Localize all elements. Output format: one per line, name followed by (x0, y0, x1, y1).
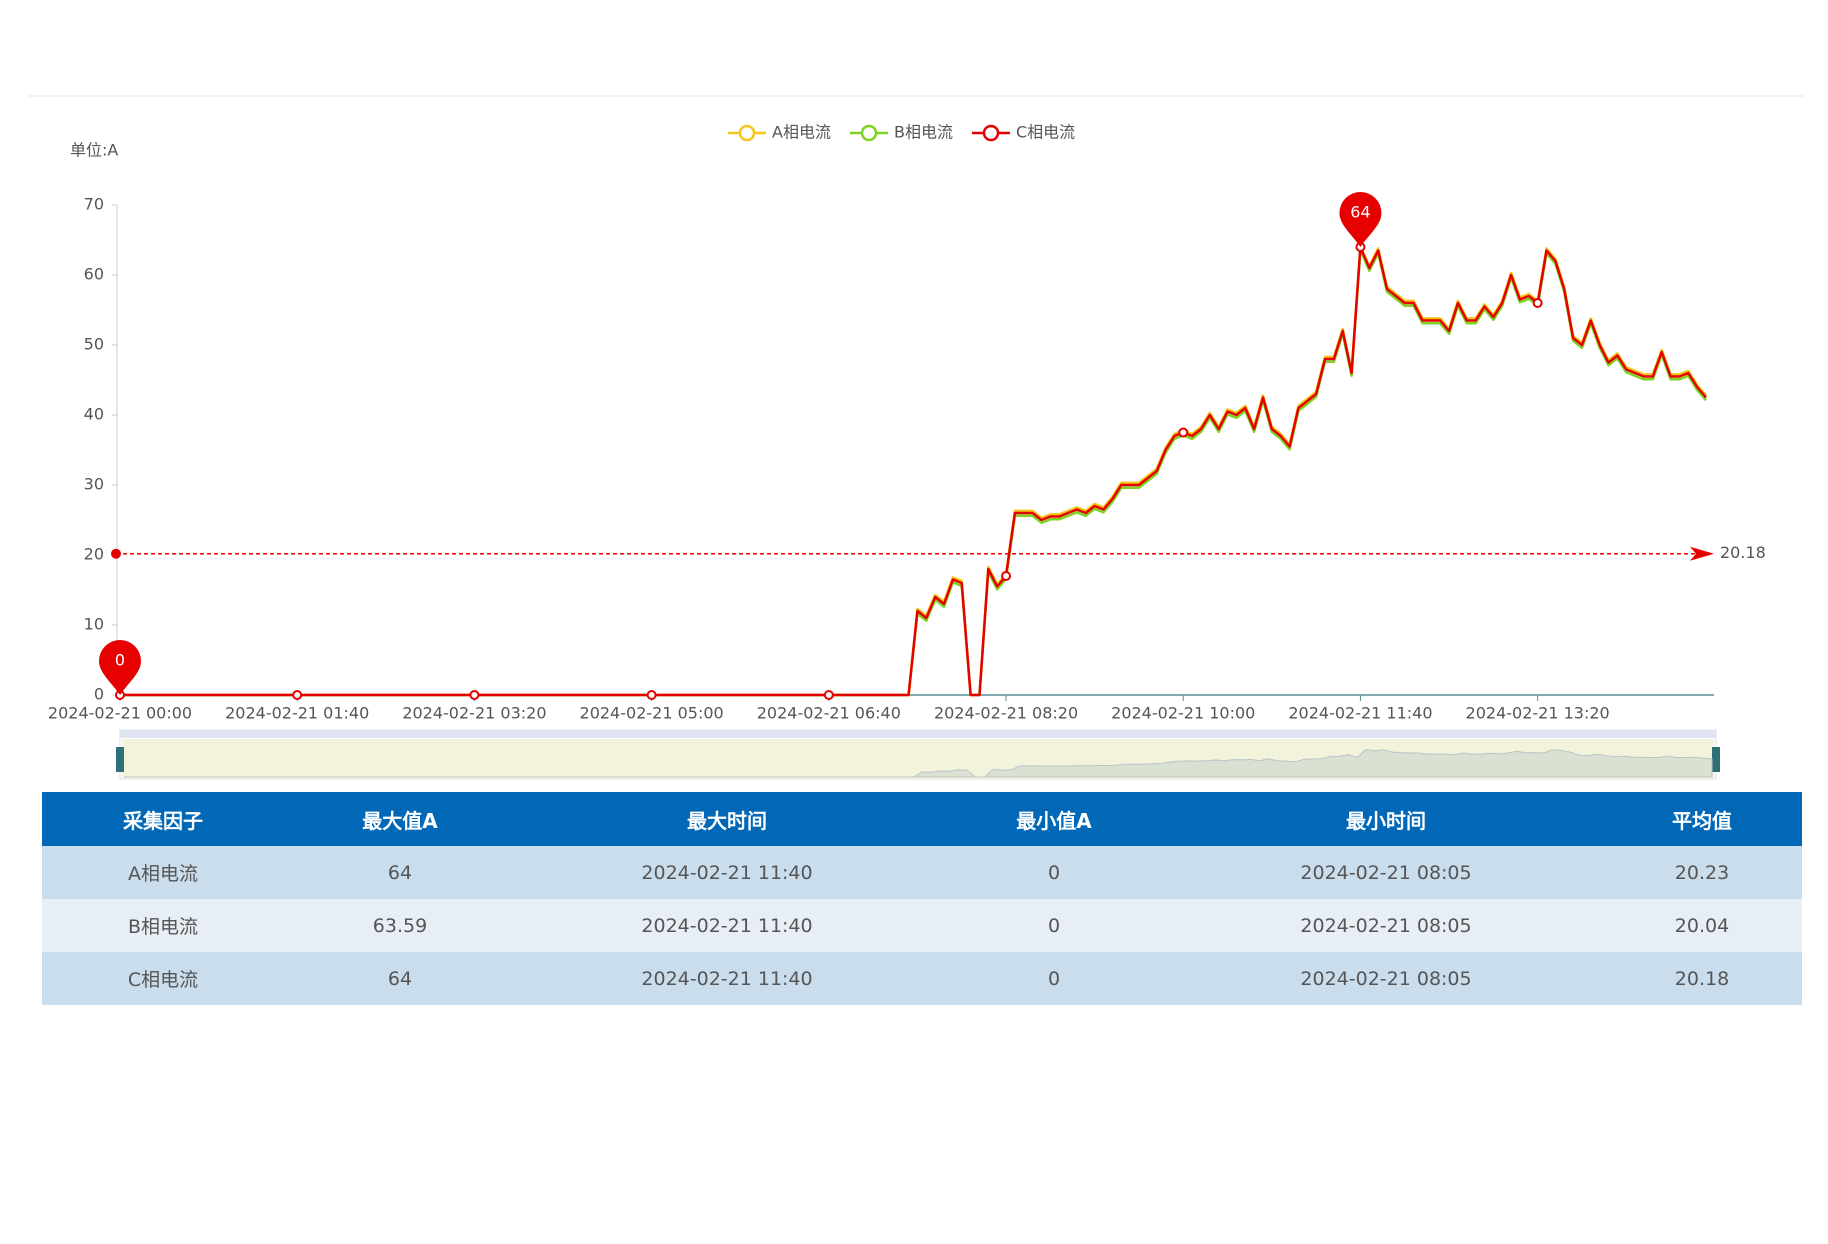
legend-symbol (982, 124, 1000, 142)
table-row: C相电流 64 2024-02-21 11:40 0 2024-02-21 08:05 2… (42, 952, 1802, 1005)
cell: 20.04 (1602, 899, 1802, 952)
average-label: 20.18 (1720, 543, 1766, 562)
cell: 2024-02-21 11:40 (516, 899, 938, 952)
header-cell: 最小时间 (1170, 792, 1602, 846)
legend-symbol (738, 124, 756, 142)
header-cell: 最大值A (284, 792, 516, 846)
point (646, 690, 657, 700)
cell: 20.18 (1602, 952, 1802, 1005)
slider-handle[interactable] (116, 747, 124, 772)
series-line (120, 248, 1707, 697)
x-tick-label: 2024-02-21 11:40 (1288, 704, 1432, 723)
x-tick-label: 2024-02-21 13:20 (1466, 704, 1610, 723)
slider-top (120, 730, 1716, 738)
y-tick-label: 70 (84, 195, 104, 214)
table-header: 采集因子 最大值A 最大时间 最小值A 最小时间 平均值 (42, 792, 1802, 846)
cell: B相电流 (42, 899, 284, 952)
cell: 20.23 (1602, 846, 1802, 899)
point (823, 690, 834, 700)
header-cell: 最小值A (938, 792, 1170, 846)
y-tick-label: 30 (84, 475, 104, 494)
y-tick-label: 0 (94, 685, 104, 704)
y-tick-label: 20 (84, 545, 104, 564)
x-tick-label: 2024-02-21 01:40 (225, 704, 369, 723)
cell: 2024-02-21 08:05 (1170, 846, 1602, 899)
x-tick-label: 2024-02-21 03:20 (402, 704, 546, 723)
cell: 2024-02-21 08:05 (1170, 952, 1602, 1005)
legend-item[interactable]: C相电流 (972, 123, 1075, 142)
x-tick-label: 2024-02-21 10:00 (1111, 704, 1255, 723)
slider-shadow (124, 749, 1713, 778)
average-arrow (1690, 546, 1714, 561)
point (469, 690, 480, 700)
x-tick-label: 2024-02-21 06:40 (757, 704, 901, 723)
legend-item[interactable]: B相电流 (850, 123, 953, 142)
y-tick-label: 40 (84, 405, 104, 424)
legend-symbol (860, 124, 878, 142)
legend-label: A相电流 (772, 123, 831, 142)
header-cell: 采集因子 (42, 792, 284, 846)
stats-table: 采集因子 最大值A 最大时间 最小值A 最小时间 平均值 A相电流 64 2024-02-21… (42, 792, 1802, 1005)
average-start (111, 548, 121, 559)
cell: 64 (284, 952, 516, 1005)
cell: 2024-02-21 11:40 (516, 952, 938, 1005)
point (1178, 427, 1189, 438)
cell: 0 (938, 899, 1170, 952)
x-tick-label: 2024-02-21 00:00 (48, 704, 192, 723)
cell: 0 (938, 952, 1170, 1005)
x-tick-label: 2024-02-21 05:00 (580, 704, 724, 723)
pin-label: 64 (1350, 203, 1370, 222)
header-cell: 最大时间 (516, 792, 938, 846)
pin-label: 0 (115, 651, 125, 670)
chart: 单位:A 0 10 20 30 40 50 60 70 2024-02-21 00:00 2024… (28, 95, 1804, 780)
point (292, 690, 303, 700)
point (1001, 571, 1012, 581)
table-row: B相电流 63.59 2024-02-21 11:40 0 2024-02-21 08:… (42, 899, 1802, 952)
x-tick-label: 2024-02-21 08:20 (934, 704, 1078, 723)
point (1532, 298, 1543, 308)
header-cell: 平均值 (1602, 792, 1802, 846)
cell: 2024-02-21 08:05 (1170, 899, 1602, 952)
pin-max (1339, 192, 1382, 247)
slider-handle[interactable] (1712, 747, 1720, 772)
cell: 0 (938, 846, 1170, 899)
legend-item[interactable]: A相电流 (728, 123, 831, 142)
y-tick-label: 10 (84, 615, 104, 634)
cell: 64 (284, 846, 516, 899)
legend-label: B相电流 (894, 123, 953, 142)
cell: 2024-02-21 11:40 (516, 846, 938, 899)
y-tick-label: 60 (84, 265, 104, 284)
y-tick-label: 50 (84, 335, 104, 354)
table-body: A相电流 64 2024-02-21 11:40 0 2024-02-21 08:05 2… (42, 846, 1802, 1005)
series-line (120, 245, 1707, 697)
slider-window[interactable] (122, 739, 1714, 779)
cell: A相电流 (42, 846, 284, 899)
y-axis-label: 单位:A (70, 141, 118, 160)
cell: 63.59 (284, 899, 516, 952)
table-row: A相电流 64 2024-02-21 11:40 0 2024-02-21 08:05 2… (42, 846, 1802, 899)
legend-label: C相电流 (1016, 123, 1075, 142)
series-line (120, 245, 1707, 697)
pin-min (99, 640, 141, 695)
cell: C相电流 (42, 952, 284, 1005)
